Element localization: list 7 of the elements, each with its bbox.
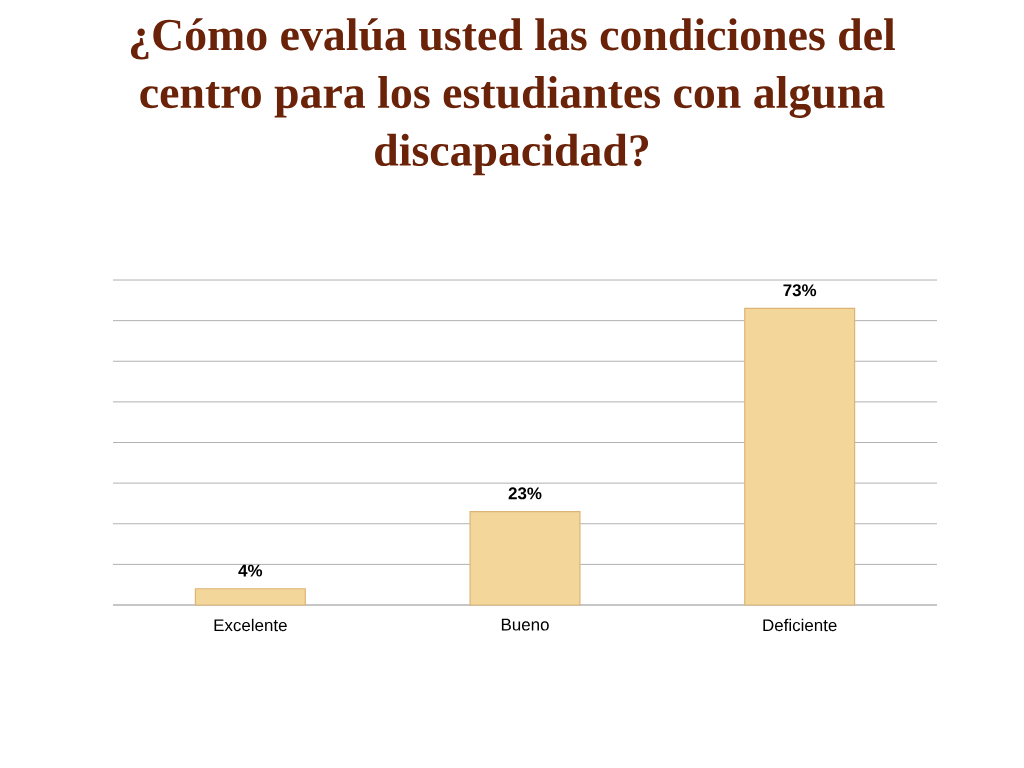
data-label: 23% (508, 487, 542, 500)
chart-title: ¿Cómo evalúa usted las condiciones del centro para los estudiantes con alguna discapacidad? (130, 18, 895, 176)
x-tick-label: Deficiente (763, 618, 837, 632)
x-tick-label: Bueno (501, 618, 549, 631)
data-label: 73% (783, 284, 817, 297)
x-tick-label: Excelente (214, 618, 287, 632)
data-label: 4% (238, 564, 263, 577)
